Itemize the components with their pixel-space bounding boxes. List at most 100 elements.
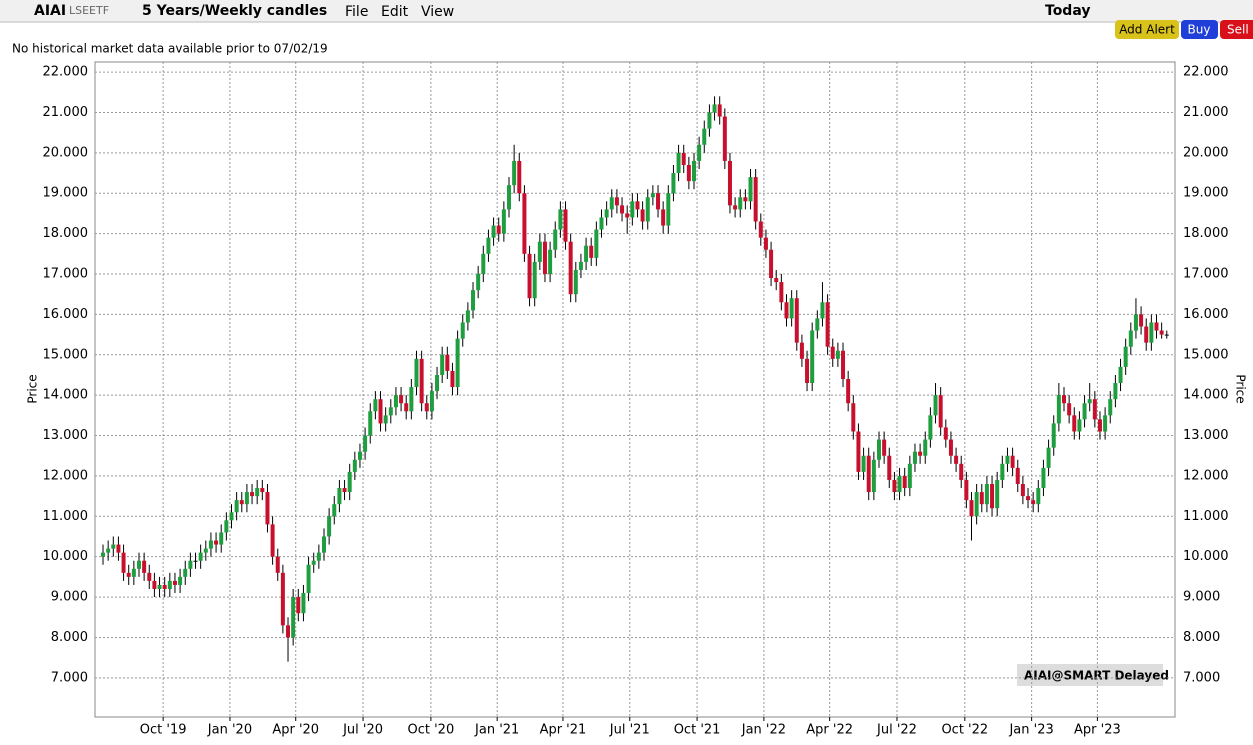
y-tick-label: 22.000	[43, 65, 89, 80]
candle-body	[959, 463, 964, 480]
candle-body	[707, 112, 712, 129]
candle-body	[815, 318, 820, 331]
candle-body	[440, 354, 445, 375]
candle-body	[496, 225, 501, 234]
candle-body	[214, 540, 219, 545]
y-tick-label: 13.000	[43, 428, 89, 443]
buy-button[interactable]	[1181, 20, 1218, 39]
y-tick-label-right: 20.000	[1183, 145, 1229, 160]
candle-body	[101, 552, 106, 557]
y-tick-label: 17.000	[43, 267, 89, 282]
menu[interactable]: View	[421, 4, 454, 20]
y-tick-label-right: 16.000	[1183, 307, 1229, 322]
candle-body	[327, 516, 332, 537]
candle-body	[1041, 467, 1046, 489]
candle-body	[409, 387, 414, 412]
candle-body	[774, 278, 779, 283]
candle-body	[671, 173, 676, 194]
candle-body	[208, 540, 213, 549]
candle-body	[388, 407, 393, 416]
candle-body	[954, 455, 959, 464]
button-label[interactable]: Sell	[1227, 23, 1249, 37]
x-tick-label: Jan '23	[1008, 723, 1053, 738]
candle-body	[373, 399, 378, 412]
candle-body	[527, 253, 532, 299]
candle-body	[342, 488, 347, 493]
candle-body	[614, 197, 619, 206]
candle-body	[748, 177, 753, 202]
candle-body	[609, 197, 614, 210]
candle-body	[835, 350, 840, 359]
candle-body	[178, 576, 183, 585]
candle-body	[933, 395, 938, 416]
candle-body	[1118, 366, 1123, 384]
plot-frame	[94, 61, 1176, 718]
candle-body	[938, 395, 943, 428]
candle-body	[455, 338, 460, 388]
candle-body	[229, 512, 234, 521]
candle-body	[481, 253, 486, 275]
candle-body	[871, 459, 876, 493]
candle-body	[918, 451, 923, 456]
candle-body	[882, 439, 887, 456]
menu[interactable]: File	[345, 4, 368, 20]
y-tick-label-right: 14.000	[1183, 388, 1229, 403]
candle-body	[1000, 463, 1005, 480]
candle-body	[753, 177, 758, 222]
candle-body	[1123, 346, 1128, 367]
candle-body	[399, 395, 404, 404]
candle-body	[332, 504, 337, 517]
candle-body	[1082, 403, 1087, 420]
candle-body	[476, 274, 481, 291]
candle-body	[625, 213, 630, 218]
candle-body	[363, 435, 368, 452]
candle-body	[876, 439, 881, 460]
candle-body	[1139, 314, 1144, 327]
button-label[interactable]: Buy	[1188, 23, 1211, 37]
candle-body	[722, 116, 727, 161]
menu[interactable]: Edit	[381, 4, 409, 20]
candle-body	[666, 193, 671, 226]
candle-body	[291, 597, 296, 638]
y-tick-label-right: 15.000	[1183, 347, 1229, 362]
candle-body	[429, 391, 434, 412]
candle-body	[923, 439, 928, 456]
candle-body	[758, 221, 763, 238]
candle-body	[738, 197, 743, 210]
candle-body	[316, 552, 321, 561]
y-tick-label: 14.000	[43, 388, 89, 403]
timeframe[interactable]: 5 Years/Weekly candles	[142, 3, 327, 19]
y-tick-label-right: 7.000	[1183, 670, 1220, 685]
y-tick-label-right: 13.000	[1183, 428, 1229, 443]
candle-body	[471, 290, 476, 311]
candle-body	[974, 492, 979, 517]
candle-body	[404, 403, 409, 412]
candle-body	[825, 302, 830, 347]
candle-body	[789, 298, 794, 319]
sell-button[interactable]	[1220, 20, 1253, 39]
candle-body	[866, 455, 871, 493]
candle-body	[512, 160, 517, 186]
candle-body	[856, 431, 861, 472]
y-tick-label: 15.000	[43, 347, 89, 362]
candle-body	[157, 584, 162, 589]
range[interactable]: Today	[1045, 3, 1090, 19]
candle-body	[594, 229, 599, 258]
candle-body	[234, 500, 239, 513]
symbol[interactable]: AIAI	[34, 3, 66, 19]
candle-body	[172, 580, 177, 585]
y-tick-label-right: 19.000	[1183, 186, 1229, 201]
candle-body	[255, 488, 260, 497]
add-alert-button[interactable]	[1115, 20, 1179, 39]
candle-body	[301, 593, 306, 614]
y-axis-label-right: Price	[1234, 374, 1248, 403]
y-tick-label-right: 9.000	[1183, 590, 1220, 605]
y-tick-label-right: 11.000	[1183, 509, 1229, 524]
candle-body	[1077, 419, 1082, 432]
candle-body	[306, 564, 311, 594]
candle-body	[435, 374, 440, 392]
candle-body	[517, 160, 522, 194]
button-label[interactable]: Add Alert	[1119, 23, 1175, 37]
candle-body	[198, 552, 203, 561]
candle-body	[979, 492, 984, 505]
